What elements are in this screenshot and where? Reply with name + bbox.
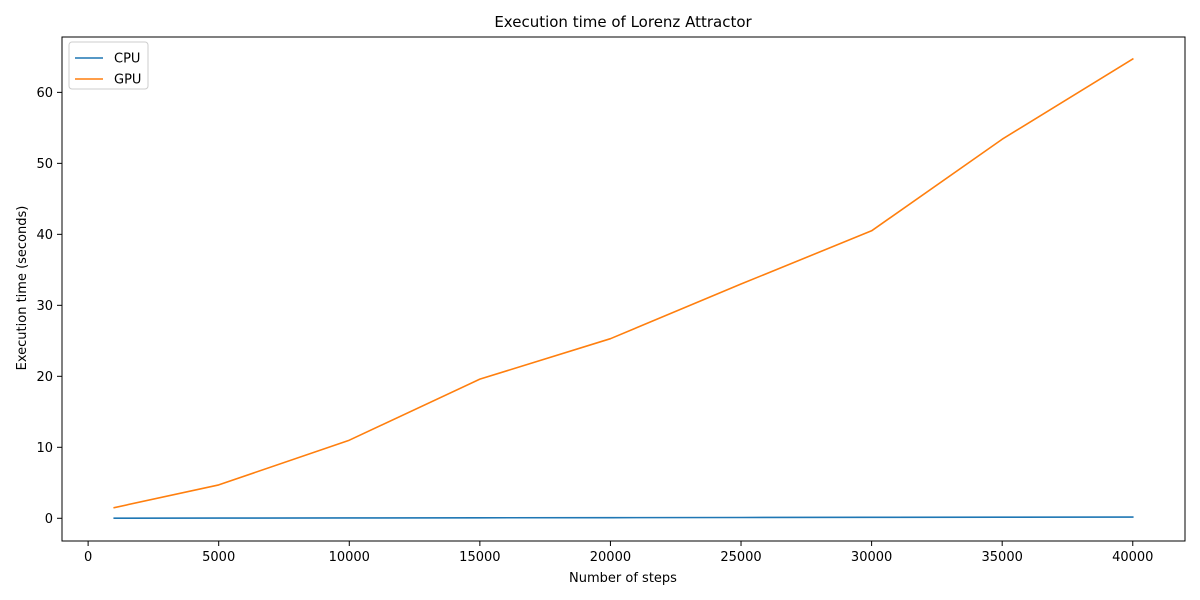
legend-label-gpu: GPU: [114, 73, 141, 88]
legend-box: [68, 41, 149, 90]
legend: CPU GPU: [68, 41, 149, 90]
x-axis-label: Number of steps: [569, 571, 677, 586]
x-tick-label: 35000: [982, 550, 1023, 565]
x-tick-label: 30000: [851, 550, 892, 565]
y-tick-label: 60: [36, 86, 53, 101]
x-tick-label: 40000: [1112, 550, 1153, 565]
chart-title: Execution time of Lorenz Attractor: [494, 13, 752, 31]
y-tick-label: 10: [36, 441, 53, 456]
legend-label-cpu: CPU: [114, 52, 140, 67]
plot-frame: [61, 36, 1186, 542]
series-line-gpu: [113, 57, 1134, 509]
series-lines: [113, 57, 1134, 520]
series-line-cpu: [113, 516, 1134, 520]
x-tick-label: 10000: [329, 550, 370, 565]
plot-area-border: [61, 36, 1186, 542]
y-tick-label: 20: [36, 370, 53, 385]
x-axis-ticks: 0 5000 10000 15000 20000 25000 30000 35000 40000: [84, 541, 1153, 565]
y-tick-label: 40: [36, 228, 53, 243]
x-tick-label: 25000: [720, 550, 761, 565]
y-tick-label: 50: [36, 157, 53, 172]
y-tick-label: 30: [36, 299, 53, 314]
y-axis-ticks: 0 10 20 30 40 50 60: [36, 86, 62, 527]
x-tick-label: 15000: [459, 550, 500, 565]
y-axis-label: Execution time (seconds): [15, 206, 30, 371]
y-tick-label: 0: [45, 512, 53, 527]
x-tick-label: 5000: [202, 550, 235, 565]
x-tick-label: 20000: [590, 550, 631, 565]
x-tick-label: 0: [84, 550, 92, 565]
